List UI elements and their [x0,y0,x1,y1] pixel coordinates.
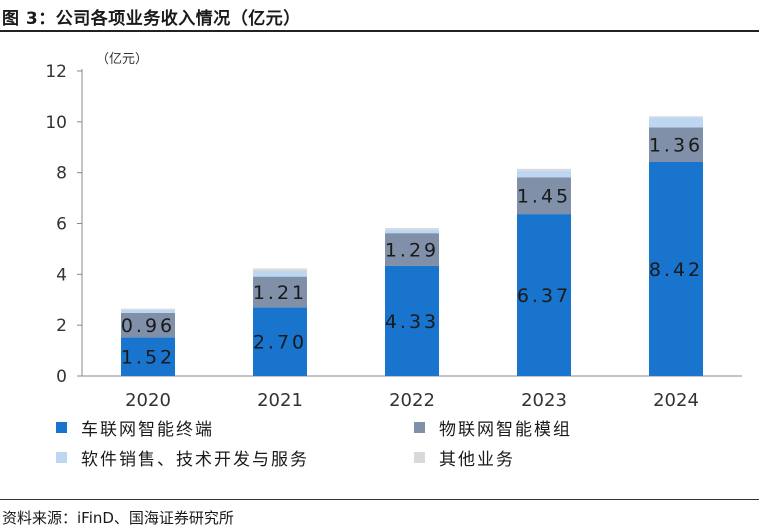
bar-segment [253,271,307,277]
legend-item-0: 车联网智能终端 [56,416,214,440]
y-tick-label: 12 [45,62,67,82]
bar-segment [517,214,571,376]
legend-label-1: 物联网智能模组 [439,419,572,440]
y-tick-label: 0 [56,367,67,387]
data-label: 1.21 [253,282,307,304]
unit-label: （亿元） [96,52,148,67]
bar-segment [385,229,439,234]
stacked-bar-chart: 0 2 4 6 8 10 12 （亿元） 1.52 0.96 2020 2.70 1.21 2021 4.3… [45,52,742,411]
legend-item-3: 其他业务 [414,446,515,470]
data-label: 0.96 [121,315,175,337]
bar-segment [649,116,703,118]
data-label: 8.42 [649,259,703,281]
bar-segment [253,268,307,272]
x-tick-label: 2021 [257,390,303,411]
legend-label-0: 车联网智能终端 [81,419,214,440]
legend-swatch-2 [56,451,67,463]
legend-swatch-3 [414,451,425,463]
bar-segment [121,312,175,338]
source-note: 资料来源：iFinD、国海证券研究所 [2,509,234,527]
bar-segment [121,308,175,310]
bar-segment [121,309,175,313]
bar-segment [253,307,307,376]
bar-segment [649,117,703,128]
bottom-divider [0,499,759,500]
y-tick-label: 2 [56,316,67,336]
data-label: 6.37 [517,285,571,307]
bar-segment [649,127,703,162]
x-tick-label: 2023 [521,390,567,411]
bar-segment [649,161,703,376]
figure-title: 图 3：公司各项业务收入情况（亿元） [2,9,301,29]
data-label: 1.29 [385,240,439,262]
bar-segment [517,170,571,178]
bar-segment [385,265,439,376]
bar-segment [121,337,175,376]
data-label: 1.36 [649,135,703,157]
x-tick-label: 2022 [389,390,435,411]
data-label: 2.70 [253,332,307,354]
y-tick-label: 6 [56,215,67,235]
bar-segment [385,233,439,266]
data-label: 1.45 [517,186,571,208]
legend-swatch-0 [56,421,67,433]
y-tick-label: 4 [56,265,67,285]
y-tick-label: 10 [45,113,67,133]
y-tick-label: 8 [56,164,67,184]
data-label: 4.33 [385,311,439,333]
x-tick-label: 2024 [653,390,699,411]
bar-segment [253,276,307,308]
legend-item-2: 软件销售、技术开发与服务 [56,446,309,470]
legend-item-1: 物联网智能模组 [414,416,572,440]
bar-segment [517,168,571,171]
top-divider [0,30,759,32]
legend-swatch-1 [414,421,425,433]
data-label: 1.52 [121,347,175,369]
legend-label-3: 其他业务 [439,449,515,470]
bar-segment [385,228,439,230]
legend-label-2: 软件销售、技术开发与服务 [81,449,309,470]
x-tick-label: 2020 [125,390,171,411]
bar-segment [517,177,571,215]
